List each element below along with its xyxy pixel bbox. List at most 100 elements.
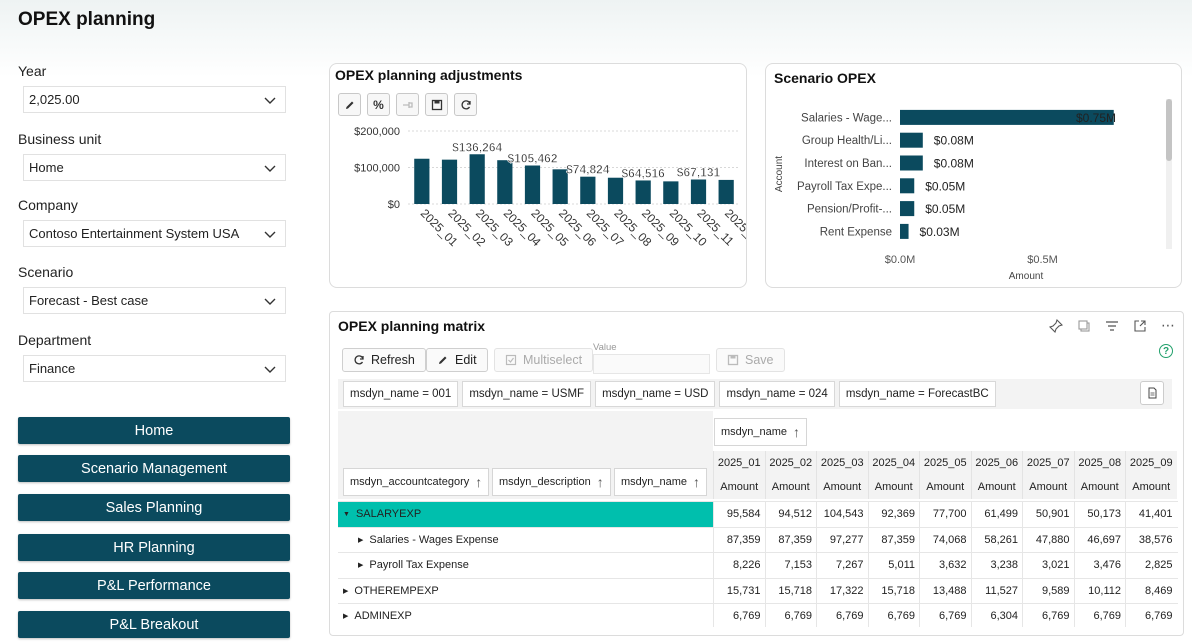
table-cell[interactable]: 6,769 bbox=[816, 604, 868, 627]
caret-right-icon[interactable]: ▶ bbox=[358, 562, 364, 570]
row-header-chip[interactable]: msdyn_description ↑ bbox=[492, 468, 611, 496]
filter-chip[interactable]: msdyn_name = USD bbox=[595, 381, 716, 407]
refresh-button[interactable] bbox=[454, 93, 477, 116]
column-header[interactable]: 2025_01 bbox=[713, 451, 765, 475]
table-cell[interactable]: 104,543 bbox=[816, 502, 868, 527]
column-header[interactable]: 2025_06 bbox=[970, 451, 1022, 475]
table-cell[interactable]: 6,769 bbox=[764, 604, 817, 627]
row-header-chip[interactable]: msdyn_name ↑ bbox=[614, 468, 708, 496]
column-header[interactable]: 2025_09 bbox=[1125, 451, 1177, 475]
nav-button-pl-performance[interactable]: P&L Performance bbox=[18, 572, 290, 599]
pin-icon[interactable] bbox=[1049, 318, 1063, 333]
column-header[interactable]: 2025_08 bbox=[1073, 451, 1125, 475]
table-cell[interactable]: 74,068 bbox=[919, 527, 971, 552]
table-cell[interactable]: 15,718 bbox=[867, 578, 920, 603]
table-cell[interactable]: 8,469 bbox=[1125, 578, 1177, 603]
table-cell[interactable]: 77,700 bbox=[919, 502, 971, 527]
copy-icon[interactable] bbox=[1077, 319, 1091, 333]
table-cell[interactable]: 6,769 bbox=[1022, 604, 1074, 627]
scenario-dropdown[interactable]: Forecast - Best case bbox=[23, 287, 286, 314]
year-dropdown[interactable]: 2,025.00 bbox=[23, 86, 286, 113]
nav-button-hr-planning[interactable]: HR Planning bbox=[18, 534, 290, 561]
table-cell[interactable]: 46,697 bbox=[1073, 527, 1126, 552]
scrollbar-thumb[interactable] bbox=[1166, 99, 1172, 161]
row-header-chip[interactable]: msdyn_accountcategory ↑ bbox=[343, 468, 490, 496]
table-cell[interactable]: 17,322 bbox=[816, 578, 868, 603]
business-unit-dropdown[interactable]: Home bbox=[23, 154, 286, 181]
pin-button[interactable] bbox=[396, 93, 419, 116]
column-header[interactable]: 2025_07 bbox=[1022, 451, 1074, 475]
caret-right-icon[interactable]: ▶ bbox=[343, 613, 349, 621]
table-cell[interactable]: 6,769 bbox=[919, 604, 971, 627]
table-row[interactable]: ▶ Payroll Tax Expense 8,226 7,153 7,267 5,011… bbox=[338, 552, 1178, 578]
multiselect-button[interactable]: Multiselect bbox=[494, 348, 594, 372]
table-cell[interactable]: 13,488 bbox=[919, 578, 971, 603]
department-dropdown[interactable]: Finance bbox=[23, 355, 286, 382]
table-cell[interactable]: 6,769 bbox=[1073, 604, 1126, 627]
table-cell[interactable]: 15,718 bbox=[764, 578, 817, 603]
table-cell[interactable]: 15,731 bbox=[713, 578, 765, 603]
table-cell[interactable]: 10,112 bbox=[1073, 578, 1126, 603]
table-cell[interactable]: 6,769 bbox=[713, 604, 765, 627]
export-icon[interactable] bbox=[1140, 381, 1164, 405]
table-cell[interactable]: 41,401 bbox=[1125, 502, 1177, 527]
nav-button-home[interactable]: Home bbox=[18, 417, 290, 444]
table-cell[interactable]: 3,238 bbox=[970, 553, 1023, 578]
filter-chip[interactable]: msdyn_name = ForecastBC bbox=[838, 381, 996, 407]
row-label[interactable]: ▶ Salaries - Wages Expense bbox=[358, 528, 499, 553]
row-label[interactable]: ▶ Payroll Tax Expense bbox=[358, 553, 469, 578]
filter-icon[interactable] bbox=[1105, 319, 1119, 333]
column-header[interactable]: 2025_03 bbox=[816, 451, 868, 475]
table-cell[interactable]: 94,512 bbox=[764, 502, 817, 527]
table-row[interactable]: ▼ SALARYEXP 95,584 94,512 104,543 92,369 77,70… bbox=[338, 501, 1178, 527]
scrollbar[interactable] bbox=[1166, 99, 1172, 249]
save-matrix-button[interactable]: Save bbox=[716, 348, 785, 372]
table-cell[interactable]: 92,369 bbox=[867, 502, 920, 527]
more-icon[interactable]: ⋯ bbox=[1161, 317, 1175, 333]
table-row[interactable]: ▶ ADMINEXP 6,769 6,769 6,769 6,769 6,769 6,304 6… bbox=[338, 603, 1178, 627]
nav-button-sales-planning[interactable]: Sales Planning bbox=[18, 494, 290, 521]
save-button[interactable] bbox=[425, 93, 448, 116]
table-cell[interactable]: 97,277 bbox=[816, 527, 868, 552]
nav-button-pl-breakout[interactable]: P&L Breakout bbox=[18, 611, 290, 638]
table-cell[interactable]: 3,021 bbox=[1022, 553, 1074, 578]
table-cell[interactable]: 8,226 bbox=[713, 553, 765, 578]
percent-button[interactable]: % bbox=[367, 93, 390, 116]
nav-button-scenario-management[interactable]: Scenario Management bbox=[18, 455, 290, 482]
column-header[interactable]: 2025_05 bbox=[919, 451, 971, 475]
table-row[interactable]: ▶ OTHEREMPEXP 15,731 15,718 17,322 15,718 13,4… bbox=[338, 577, 1178, 604]
filter-chip[interactable]: msdyn_name = USMF bbox=[462, 381, 592, 407]
row-label[interactable]: ▶ OTHEREMPEXP bbox=[343, 579, 439, 604]
edit-matrix-button[interactable]: Edit bbox=[426, 348, 488, 372]
table-cell[interactable]: 9,589 bbox=[1022, 578, 1074, 603]
table-cell[interactable]: 5,011 bbox=[867, 553, 920, 578]
expand-icon[interactable] bbox=[1133, 319, 1147, 333]
table-cell[interactable]: 87,359 bbox=[867, 527, 920, 552]
caret-right-icon[interactable]: ▶ bbox=[358, 536, 364, 544]
table-cell[interactable]: 87,359 bbox=[713, 527, 765, 552]
table-cell[interactable]: 7,267 bbox=[816, 553, 868, 578]
table-cell[interactable]: 95,584 bbox=[713, 502, 765, 527]
caret-right-icon[interactable]: ▶ bbox=[343, 587, 349, 595]
table-cell[interactable]: 61,499 bbox=[970, 502, 1023, 527]
row-label[interactable]: ▼ SALARYEXP bbox=[343, 502, 421, 527]
table-cell[interactable]: 3,476 bbox=[1073, 553, 1126, 578]
edit-button[interactable] bbox=[338, 93, 361, 116]
column-header[interactable]: 2025_02 bbox=[764, 451, 816, 475]
table-cell[interactable]: 87,359 bbox=[764, 527, 817, 552]
company-dropdown[interactable]: Contoso Entertainment System USA bbox=[23, 220, 286, 247]
table-cell[interactable]: 7,153 bbox=[764, 553, 817, 578]
table-cell[interactable]: 2,825 bbox=[1125, 553, 1177, 578]
filter-chip[interactable]: msdyn_name = 001 bbox=[343, 381, 459, 407]
table-cell[interactable]: 6,304 bbox=[970, 604, 1023, 627]
table-cell[interactable]: 6,769 bbox=[1125, 604, 1177, 627]
table-cell[interactable]: 6,769 bbox=[867, 604, 920, 627]
row-label[interactable]: ▶ ADMINEXP bbox=[343, 604, 412, 627]
table-cell[interactable]: 47,880 bbox=[1022, 527, 1074, 552]
table-cell[interactable]: 58,261 bbox=[970, 527, 1023, 552]
help-icon[interactable]: ? bbox=[1159, 344, 1173, 358]
table-cell[interactable]: 38,576 bbox=[1125, 527, 1177, 552]
refresh-matrix-button[interactable]: Refresh bbox=[342, 348, 426, 372]
table-cell[interactable]: 50,173 bbox=[1073, 502, 1126, 527]
value-input[interactable] bbox=[593, 354, 710, 374]
